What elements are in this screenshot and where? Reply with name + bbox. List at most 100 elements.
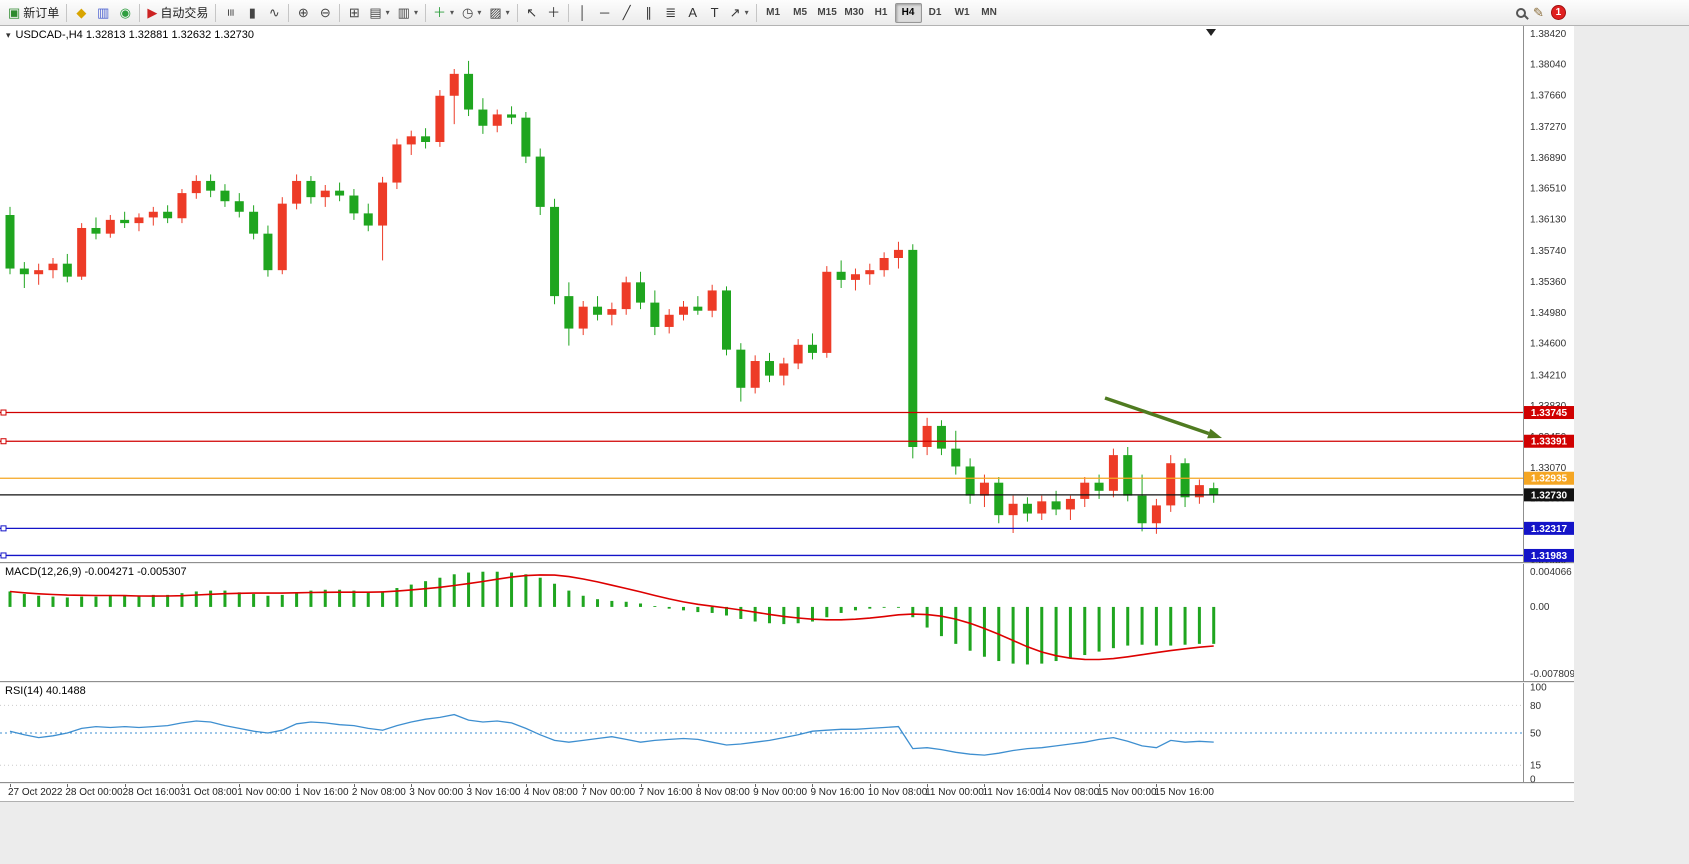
crosshair-button[interactable]: ＋ (543, 2, 565, 24)
indicators-button[interactable]: ＋ ▾ (429, 2, 458, 24)
resistance-line[interactable] (0, 409, 1523, 416)
templates-button[interactable]: ▨ ▾ (485, 2, 513, 24)
timeframe-button-m15[interactable]: M15 (817, 7, 837, 18)
cursor-button[interactable]: ↖ (521, 2, 543, 24)
macd-chart: 0.004066 0.00 -0.007809 (8, 564, 1574, 682)
fibonacci-icon: ≣ (665, 5, 677, 20)
new-order-button-label: 新订单 (23, 5, 60, 20)
profiles-button[interactable]: ◆ (70, 2, 92, 24)
resistance-line[interactable] (0, 438, 1523, 445)
macd-indicator-panel[interactable]: MACD(12,26,9) -0.004271 -0.005307 0.0040… (0, 564, 1574, 682)
price-chart-panel[interactable]: ▾ USDCAD-,H4 1.32813 1.32881 1.32632 1.3… (0, 26, 1574, 563)
chevron-down-icon: ▾ (505, 7, 510, 17)
new-order-button[interactable]: ▣ 新订单 (4, 2, 63, 24)
time-axis-tick (411, 784, 413, 787)
text-button[interactable]: A (682, 2, 704, 24)
rsi-indicator-panel[interactable]: RSI(14) 40.1488 100 80 50 15 0 (0, 683, 1574, 783)
time-axis-tick (869, 784, 871, 787)
timeframe-button-mn[interactable]: MN (981, 7, 997, 18)
horizontal-line-icon: ─ (600, 5, 610, 20)
tile-windows-icon: ⊞ (348, 5, 360, 20)
timeframe-button-m1[interactable]: M1 (766, 7, 781, 18)
time-axis[interactable]: 27 Oct 2022 28 Oct 00:00 28 Oct 16:00 31 Oc… (0, 784, 1574, 802)
svg-text:1.36890: 1.36890 (1530, 153, 1567, 164)
time-axis-tick (525, 784, 527, 787)
chevron-down-icon[interactable]: ▾ (6, 29, 11, 40)
vertical-line-button[interactable]: │ (572, 2, 594, 24)
chart-ohlc-info: ▾ USDCAD-,H4 1.32813 1.32881 1.32632 1.3… (6, 29, 254, 41)
svg-text:0.004066: 0.004066 (1530, 567, 1572, 578)
time-axis-label: 3 Nov 00:00 (409, 787, 464, 798)
cascade-windows-icon: ▤ (369, 5, 382, 20)
toolbar-separator (516, 3, 518, 22)
svg-text:1.32730: 1.32730 (1531, 490, 1568, 501)
toolbar-separator (567, 3, 569, 22)
time-axis-tick (10, 784, 11, 787)
pencil-icon[interactable]: ✎ (1533, 5, 1544, 20)
trendline-button[interactable]: ╱ (616, 2, 638, 24)
toolbar-separator (139, 3, 141, 22)
toolbar-separator (339, 3, 341, 22)
time-axis-label: 11 Nov 16:00 (982, 787, 1042, 798)
timeframe-button-h4[interactable]: H4 (894, 2, 922, 23)
timeframe-button-w1[interactable]: W1 (954, 7, 970, 18)
time-axis-tick (468, 784, 470, 787)
arrows-button[interactable]: ↗ ▾ (726, 2, 753, 24)
trendline-icon: ╱ (622, 5, 631, 20)
zoom-in-button[interactable]: ⊕ (292, 2, 314, 24)
time-axis-tick (296, 784, 298, 787)
chevron-down-icon: ▾ (744, 7, 749, 17)
auto-trading-button[interactable]: ▶ 自动交易 (143, 2, 212, 24)
time-axis-tick (927, 784, 929, 787)
indicators-plus-icon: ＋ (432, 5, 446, 20)
time-axis-label: 7 Nov 16:00 (638, 787, 693, 798)
cascade-button[interactable]: ▤ ▾ (365, 2, 393, 24)
support-line[interactable] (0, 552, 1523, 559)
timeframe-button-d1[interactable]: D1 (928, 7, 942, 18)
bar-chart-button[interactable]: ≡ (219, 2, 241, 24)
chart-title-text: USDCAD-,H4 1.32813 1.32881 1.32632 1.327… (15, 29, 255, 41)
svg-text:-0.007809: -0.007809 (1530, 669, 1574, 680)
time-axis-label: 1 Nov 00:00 (237, 787, 292, 798)
time-axis-label: 1 Nov 16:00 (294, 787, 349, 798)
svg-text:1.33391: 1.33391 (1531, 437, 1568, 448)
vertical-line-icon: │ (578, 5, 587, 20)
line-chart-button[interactable]: ∿ (263, 2, 285, 24)
time-axis-tick (984, 784, 986, 787)
search-icon[interactable] (1516, 7, 1526, 18)
time-axis-label: 4 Nov 08:00 (523, 787, 578, 798)
auto-trading-button-label: 自动交易 (160, 5, 209, 20)
channel-button[interactable]: ∥ (638, 2, 660, 24)
notification-badge[interactable]: 1 (1550, 5, 1566, 20)
label-button[interactable]: T (704, 2, 726, 24)
time-axis-tick (755, 784, 757, 787)
rsi-chart: 100 80 50 15 0 (0, 683, 1547, 783)
candlestick-chart[interactable]: 1.38420 1.38040 1.37660 1.37270 1.36890 1.365… (0, 26, 1574, 563)
svg-text:0: 0 (1530, 775, 1536, 784)
svg-text:1.31983: 1.31983 (1531, 551, 1568, 562)
trend-arrow-object[interactable] (1104, 396, 1222, 439)
rsi-axis-labels: 100 80 50 15 0 (1530, 683, 1547, 783)
svg-text:1.37270: 1.37270 (1530, 122, 1567, 133)
time-axis-label: 11 Nov 00:00 (925, 787, 984, 798)
market-button[interactable]: ▥ (92, 2, 114, 24)
periods-button[interactable]: ◷ ▾ (458, 2, 485, 24)
refresh-button[interactable]: ◉ (114, 2, 136, 24)
timeframe-button-m5[interactable]: M5 (793, 7, 808, 18)
fibonacci-button[interactable]: ≣ (660, 2, 682, 24)
candlestick-button[interactable]: ▮ (241, 2, 263, 24)
horizontal-line-button[interactable]: ─ (594, 2, 616, 24)
refresh-icon: ◉ (119, 5, 131, 20)
arrange-button[interactable]: ▥ ▾ (394, 2, 422, 24)
time-axis-tick (1099, 784, 1101, 787)
channel-icon: ∥ (645, 5, 652, 20)
zoom-out-button[interactable]: ⊖ (314, 2, 336, 24)
arrow-icon: ↗ (729, 5, 741, 20)
timeframe-button-m30[interactable]: M30 (844, 7, 864, 18)
tile-windows-button[interactable]: ⊞ (343, 2, 365, 24)
main-toolbar: ▣ 新订单 ◆ ▥ ◉ ▶ 自动交易 ≡ ▮ ∿ ⊕ ⊖ ⊞ ▤ ▾ ▥ ▾ ＋ ▾ ◷ ▾ ▨ ▾ ↖ ＋ │ ─ ╱ ∥ ≣ A T ↗ ▾ M… (0, 0, 1689, 26)
chevron-down-icon: ▾ (477, 7, 482, 17)
support-line[interactable] (0, 525, 1523, 532)
timeframe-button-h1[interactable]: H1 (874, 7, 888, 18)
text-label-icon: T (710, 5, 719, 20)
